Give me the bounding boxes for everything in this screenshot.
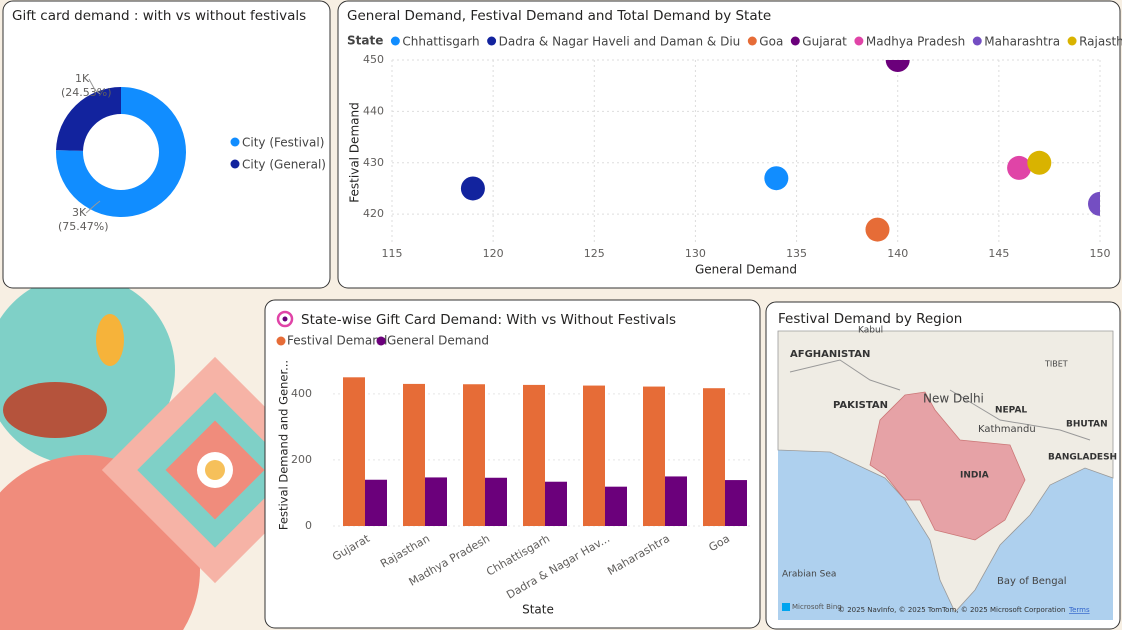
legend-label: City (General)	[242, 158, 326, 172]
bar	[725, 480, 747, 526]
panel	[264, 299, 761, 629]
title-icon	[276, 310, 294, 328]
y-tick-label: 440	[363, 104, 384, 117]
title-icon	[282, 316, 288, 322]
donut-segment	[56, 87, 186, 217]
bar	[425, 477, 447, 526]
decor-flame	[96, 314, 124, 366]
x-tick-label: 135	[786, 247, 807, 260]
map-logo-icon	[782, 603, 790, 611]
data-label: 3K	[72, 206, 87, 219]
x-tick-label: 145	[988, 247, 1009, 260]
map-label: Arabian Sea	[782, 570, 836, 580]
chart-title: Festival Demand by Region	[778, 311, 962, 327]
map-attribution: © 2025 NavInfo, © 2025 TomTom, © 2025 Mi…	[838, 606, 1065, 614]
y-tick-label: 0	[305, 519, 312, 532]
y-tick-label: 200	[291, 453, 312, 466]
legend-label: Festival Demand	[287, 334, 387, 348]
map-label: BANGLADESH	[1048, 453, 1117, 463]
map-label: INDIA	[960, 471, 989, 481]
bar	[523, 384, 545, 526]
map-terms[interactable]: Terms	[1068, 606, 1090, 614]
x-tick-label: 120	[483, 247, 504, 260]
bubble	[1088, 191, 1100, 216]
data-label: 1K	[75, 72, 90, 85]
bar	[583, 385, 605, 526]
legend-label: Maharashtra	[984, 35, 1060, 49]
y-axis-title: Festival Demand and Gener...	[277, 360, 291, 530]
bubble	[885, 60, 910, 72]
legend-label: General Demand	[387, 334, 489, 348]
y-tick-label: 430	[363, 156, 384, 169]
bubble	[1027, 150, 1052, 175]
map-label: PAKISTAN	[833, 400, 888, 411]
map-label: BHUTAN	[1066, 420, 1108, 430]
bar	[403, 383, 425, 526]
chart-title: General Demand, Festival Demand and Tota…	[347, 8, 771, 24]
legend-marker	[747, 36, 757, 46]
x-tick-label: 115	[382, 247, 403, 260]
legend-label: Chhattisgarh	[402, 35, 479, 49]
bubble	[460, 176, 485, 201]
y-tick-label: 400	[291, 387, 312, 400]
bubble	[1007, 155, 1032, 180]
legend-label: City (Festival)	[242, 136, 324, 150]
legend-marker	[487, 36, 497, 46]
legend-label: Dadra & Nagar Haveli and Daman & Diu	[499, 35, 741, 49]
legend-marker	[390, 36, 400, 46]
legend-label: Rajasthan	[1079, 35, 1122, 49]
bar	[665, 476, 687, 526]
data-label: (75.47%)	[58, 220, 109, 233]
chart-title: State-wise Gift Card Demand: With vs Wit…	[301, 312, 676, 328]
legend-label: Madhya Pradesh	[866, 35, 965, 49]
map-label: Bay of Bengal	[997, 576, 1067, 587]
legend-marker	[972, 36, 982, 46]
x-tick-label: 125	[584, 247, 605, 260]
legend-marker	[790, 36, 800, 46]
y-tick-label: 450	[363, 53, 384, 66]
x-axis-title: State	[522, 603, 554, 617]
bar	[545, 481, 567, 526]
map-label: TIBET	[1044, 360, 1068, 369]
bar	[605, 486, 627, 526]
legend-marker	[376, 336, 386, 346]
legend-label: Goa	[759, 35, 783, 49]
legend-label: Gujarat	[802, 35, 847, 49]
bubble	[865, 217, 890, 242]
x-tick-label: 140	[887, 247, 908, 260]
data-label: (24.53%)	[61, 86, 112, 99]
leader-line	[85, 200, 101, 214]
legend-marker	[854, 36, 864, 46]
bar	[343, 377, 365, 526]
map-logo: Microsoft Bing	[792, 603, 842, 611]
bar	[365, 479, 387, 526]
map-label: Kabul	[858, 326, 883, 336]
panel	[337, 0, 1121, 289]
x-axis-title: General Demand	[695, 263, 797, 277]
bubble	[764, 166, 789, 191]
legend-marker	[276, 336, 286, 346]
map-label: New Delhi	[923, 392, 984, 406]
legend-title: State	[347, 34, 383, 48]
legend-marker	[230, 137, 240, 147]
decor-lamp	[3, 382, 107, 438]
y-axis-title: Festival Demand	[348, 102, 362, 202]
map-label: NEPAL	[995, 406, 1027, 416]
map-label: Kathmandu	[978, 424, 1036, 435]
map-label: AFGHANISTAN	[790, 349, 870, 360]
chart-title: Gift card demand : with vs without festi…	[12, 8, 306, 24]
x-tick-label: 130	[685, 247, 706, 260]
leader-line	[88, 78, 101, 95]
map	[777, 330, 1114, 620]
legend-marker	[230, 159, 240, 169]
bar	[463, 384, 485, 526]
legend-marker	[1067, 36, 1077, 46]
y-tick-label: 420	[363, 207, 384, 220]
x-tick-label: 150	[1090, 247, 1111, 260]
bar	[643, 386, 665, 526]
donut-segment	[56, 87, 121, 151]
bar	[703, 388, 725, 526]
bar	[485, 477, 507, 526]
